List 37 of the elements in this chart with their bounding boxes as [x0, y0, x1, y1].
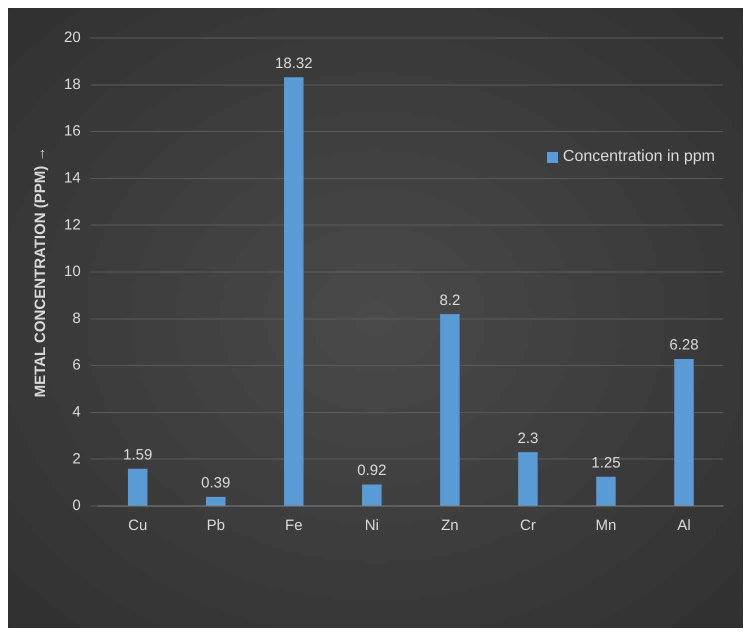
x-tick-label: Ni [364, 517, 379, 534]
y-tick-label: 14 [64, 170, 81, 187]
data-label: 2.3 [517, 430, 538, 447]
y-tick-label: 4 [72, 404, 81, 421]
y-tick-label: 0 [72, 497, 81, 514]
y-tick-label: 10 [64, 263, 81, 280]
y-tick-label: 6 [72, 356, 81, 374]
x-tick-label: Cu [128, 517, 148, 534]
data-label: 1.25 [591, 454, 621, 472]
bar [596, 476, 616, 506]
y-axis-title: METAL CONCENTRATION (PPM) → [32, 146, 50, 398]
bar [440, 314, 460, 506]
data-label: 0.39 [201, 474, 230, 492]
data-label: 1.59 [123, 446, 152, 464]
bar [518, 452, 538, 506]
data-label: 6.28 [669, 336, 699, 354]
bar [362, 484, 382, 506]
bar [674, 359, 694, 506]
x-tick-label: Al [677, 517, 691, 534]
x-tick-label: Cr [520, 517, 536, 534]
x-tick-label: Fe [285, 517, 303, 534]
x-tick-label: Mn [596, 517, 616, 534]
y-tick-label: 2 [72, 450, 81, 468]
bar [128, 468, 148, 506]
y-tick-label: 20 [64, 29, 81, 46]
y-tick-label: 12 [64, 216, 81, 234]
bar [284, 77, 304, 506]
y-tick-label: 8 [72, 310, 81, 327]
x-tick-label: Zn [441, 517, 459, 534]
data-label: 8.2 [439, 292, 460, 309]
data-label: 18.32 [275, 54, 313, 72]
x-tick-label: Pb [206, 517, 225, 534]
data-label: 0.92 [357, 462, 386, 480]
y-tick-label: 16 [64, 122, 81, 140]
y-tick-label: 18 [64, 76, 81, 93]
legend-label: Concentration in ppm [562, 148, 715, 166]
bar [206, 496, 226, 506]
